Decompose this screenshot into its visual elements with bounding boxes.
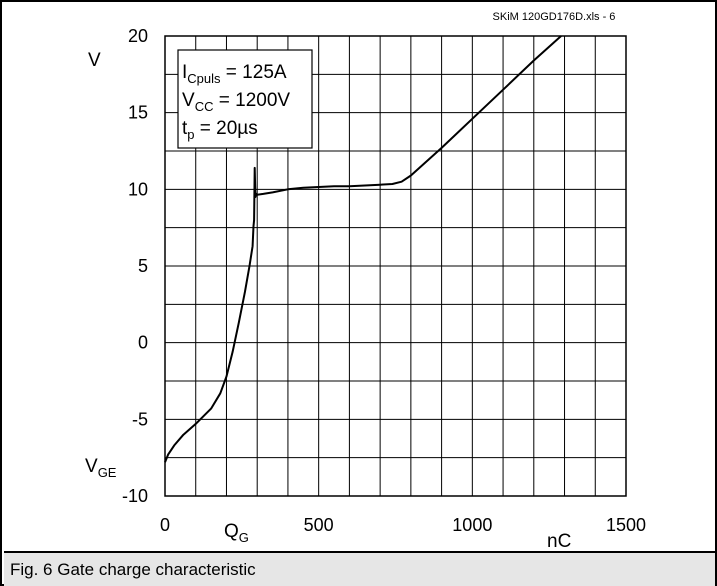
annotation-box-bg: [177, 49, 313, 149]
y-tick-label: 20: [128, 26, 148, 46]
y-axis-label-main: V: [85, 456, 98, 477]
x-tick-label: 1500: [606, 515, 646, 535]
gate-charge-chart: 0 500 1000 1500 20 15 10 5 0 -5 -10 SKiM 120GD176…: [85, 11, 646, 551]
annotation-line-pulse: tp = 20µs: [182, 118, 258, 142]
x-axis-label: QG: [224, 521, 249, 545]
x-axis-label-main: Q: [224, 521, 239, 542]
y-tick-labels: 20 15 10 5 0 -5 -10: [122, 26, 148, 506]
y-tick-label: 0: [138, 333, 148, 353]
x-unit-label: nC: [547, 531, 571, 551]
y-tick-label: 5: [138, 256, 148, 276]
y-axis-label: VGE: [85, 456, 117, 480]
y-tick-label: 15: [128, 103, 148, 123]
y-tick-label: -5: [132, 409, 148, 429]
y-axis-label-sub: GE: [98, 465, 117, 480]
y-tick-label: 10: [128, 179, 148, 199]
y-unit-label: V: [88, 50, 101, 71]
x-tick-label: 0: [160, 515, 170, 535]
caption-bar: Fig. 6 Gate charge characteristic: [4, 551, 715, 586]
x-tick-label: 1000: [452, 515, 492, 535]
grid: [165, 36, 626, 496]
annotation-line-current: ICpuls = 125A: [182, 62, 287, 86]
file-label: SKiM 120GD176D.xls - 6: [493, 11, 616, 23]
y-tick-label: -10: [122, 486, 148, 506]
figure-caption: Fig. 6 Gate charge characteristic: [10, 560, 256, 579]
annotation-line-voltage: VCC = 1200V: [182, 90, 290, 114]
x-axis-label-sub: G: [239, 530, 249, 545]
annotation-box: ICpuls = 125A VCC = 1200V tp = 20µs: [177, 49, 313, 149]
plot-border: [164, 35, 627, 497]
x-tick-label: 500: [304, 515, 334, 535]
vge-curve: [164, 35, 562, 463]
x-tick-labels: 0 500 1000 1500: [160, 515, 646, 535]
